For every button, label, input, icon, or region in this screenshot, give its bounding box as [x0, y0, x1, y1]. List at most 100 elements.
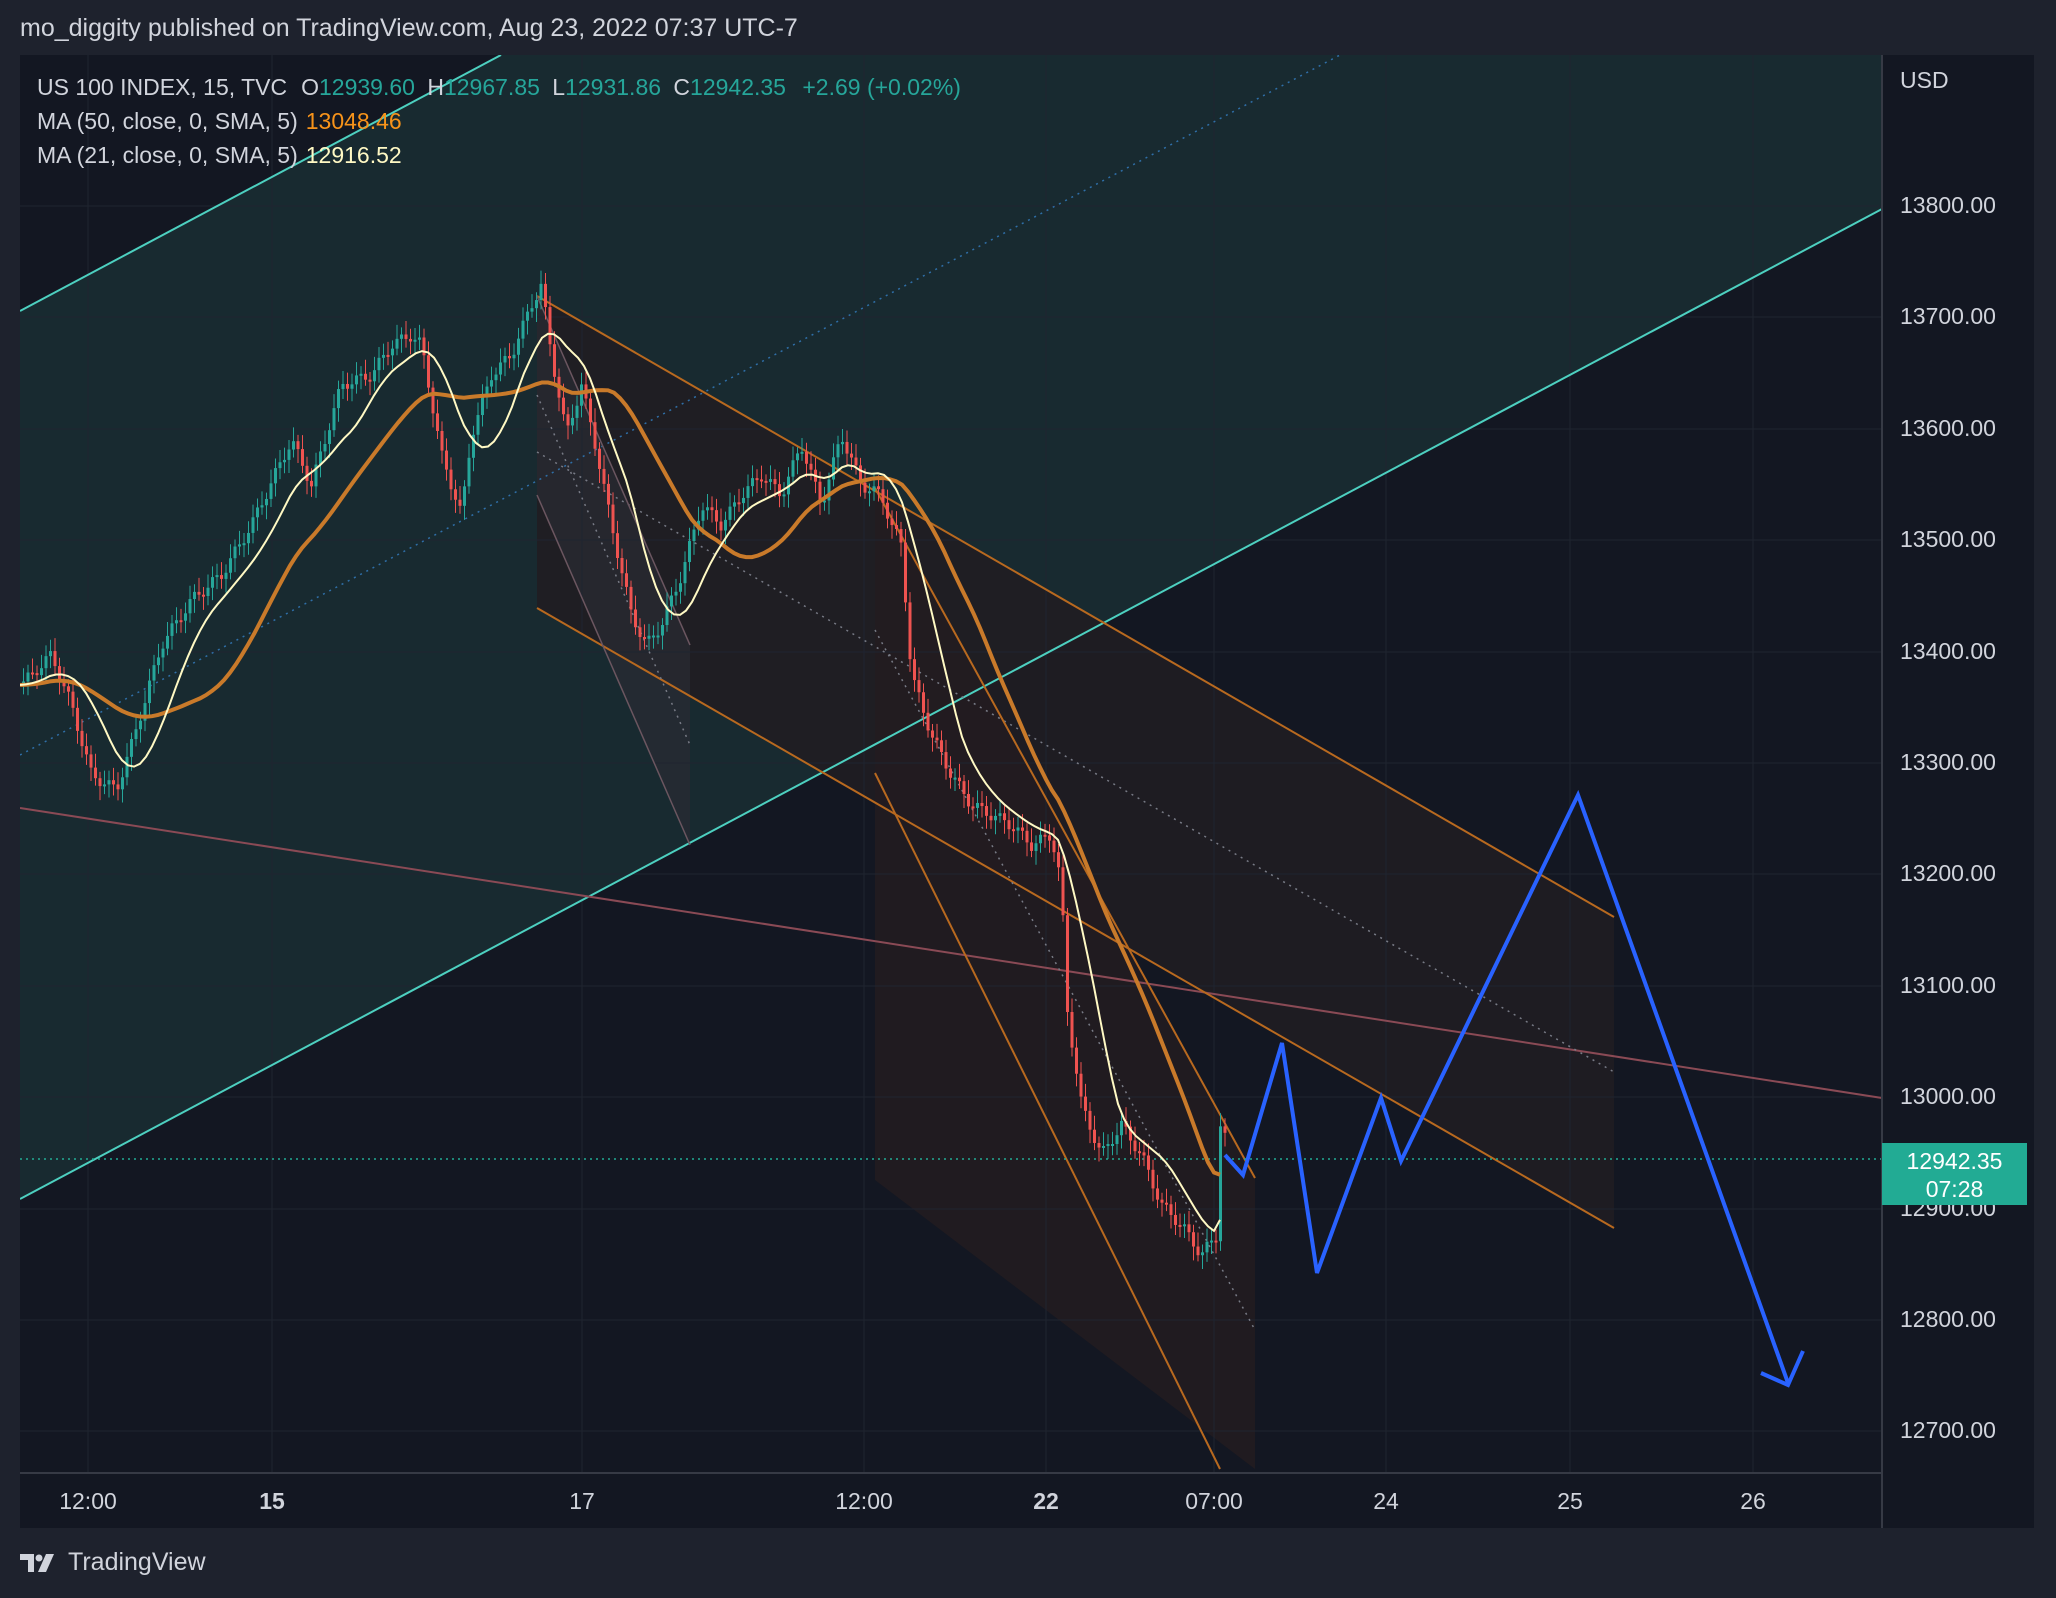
candle-body — [823, 500, 826, 503]
candle-body — [305, 465, 309, 481]
tradingview-brand[interactable]: TradingView — [20, 1548, 206, 1577]
candle-body — [76, 707, 79, 731]
candle-body — [692, 529, 696, 542]
current-price-value: 12942.35 — [1906, 1148, 2003, 1174]
ma21-label: MA (21, close, 0, SMA, 5) — [37, 142, 298, 168]
candle-body — [152, 665, 156, 681]
ma50-row[interactable]: MA (50, close, 0, SMA, 5) 13048.46 — [37, 104, 961, 138]
candle-body — [413, 339, 417, 342]
candle-body — [634, 609, 637, 628]
candle-body — [1102, 1146, 1105, 1148]
candle-body — [782, 494, 786, 497]
candle-body — [148, 680, 151, 704]
candle-body — [188, 599, 192, 614]
candle-body — [274, 468, 277, 484]
candle-body — [985, 806, 988, 816]
ma21-row[interactable]: MA (21, close, 0, SMA, 5) 12916.52 — [37, 138, 961, 172]
time-tick-label: 15 — [259, 1488, 285, 1514]
price-chart[interactable] — [20, 55, 2034, 1528]
candle-body — [449, 469, 453, 490]
candle-body — [953, 777, 957, 780]
candle-body — [404, 334, 408, 339]
candle-body — [665, 606, 669, 626]
candle-body — [1201, 1252, 1204, 1256]
time-tick-label: 25 — [1557, 1488, 1583, 1514]
candle-body — [89, 754, 93, 768]
candle-body — [40, 668, 43, 676]
close-label: C — [673, 74, 691, 100]
candle-body — [899, 529, 903, 543]
candle-body — [382, 354, 385, 358]
candle-body — [607, 483, 610, 505]
candle-body — [215, 575, 219, 578]
candles — [22, 270, 1227, 1269]
candle-body — [395, 338, 399, 349]
candle-body — [598, 448, 601, 469]
candle-body — [130, 739, 133, 757]
candle-body — [112, 780, 115, 785]
candle-body — [481, 396, 484, 416]
candle-body — [895, 525, 898, 530]
channel-lower-line — [20, 208, 1883, 1200]
candle-body — [656, 635, 660, 638]
candle-body — [913, 659, 916, 681]
candle-body — [976, 802, 979, 808]
candle-body — [647, 635, 651, 639]
candle-body — [1219, 1126, 1222, 1242]
symbol-label[interactable]: US 100 INDEX, 15, TVC — [37, 74, 288, 100]
candle-body — [877, 486, 880, 490]
candle-body — [1030, 842, 1033, 851]
candle-body — [1021, 827, 1024, 831]
candle-body — [773, 479, 777, 485]
candle-body — [521, 320, 525, 339]
small-channel-top — [536, 295, 691, 646]
low-label: L — [552, 74, 566, 100]
currency-label[interactable]: USD — [1900, 67, 1949, 93]
candle-body — [373, 370, 376, 382]
chart-pane[interactable] — [20, 55, 2034, 1528]
price-tick-label: 13800.00 — [1900, 192, 1996, 218]
candle-body — [409, 338, 412, 342]
candle-body — [332, 408, 336, 431]
candle-body — [1048, 835, 1051, 841]
candle-body — [458, 499, 462, 506]
candle-body — [440, 430, 444, 451]
candle-body — [719, 521, 723, 531]
candle-body — [202, 594, 205, 597]
candle-body — [80, 730, 84, 747]
price-tick-label: 13400.00 — [1900, 638, 1996, 664]
price-tick-label: 13300.00 — [1900, 749, 1996, 775]
candle-body — [292, 441, 295, 450]
candle-body — [1196, 1246, 1200, 1256]
price-tick-label: 13600.00 — [1900, 415, 1996, 441]
candle-body — [301, 449, 304, 466]
candle-body — [629, 586, 633, 610]
resistance-trendline — [20, 807, 1883, 1099]
chart-legend: US 100 INDEX, 15, TVC O12939.60 H12967.8… — [37, 70, 961, 172]
candle-body — [242, 543, 246, 546]
candle-body — [121, 777, 124, 790]
time-tick-label: 12:00 — [59, 1488, 117, 1514]
candle-body — [350, 384, 354, 389]
candle-body — [872, 486, 876, 492]
candle-body — [949, 768, 952, 778]
candle-body — [359, 373, 363, 376]
candle-body — [400, 334, 403, 339]
candle-body — [958, 777, 961, 782]
candle-body — [760, 479, 763, 482]
candle-body — [868, 491, 871, 494]
candle-body — [1183, 1224, 1186, 1227]
candle-body — [1142, 1152, 1146, 1156]
candle-body — [94, 767, 97, 779]
candle-body — [238, 544, 241, 547]
candle-body — [134, 729, 138, 740]
candle-body — [346, 383, 349, 389]
brand-name: TradingView — [68, 1548, 206, 1576]
candle-body — [724, 519, 727, 531]
candle-body — [863, 482, 867, 493]
candle-body — [1012, 829, 1015, 832]
candle-body — [368, 379, 372, 382]
candle-body — [454, 489, 457, 500]
candle-body — [377, 357, 381, 371]
candle-body — [391, 348, 394, 356]
